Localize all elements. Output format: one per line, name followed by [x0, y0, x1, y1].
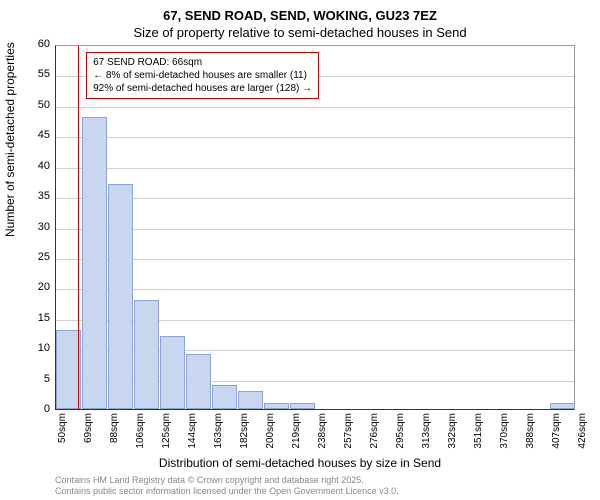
x-tick-label: 219sqm — [291, 413, 302, 453]
histogram-bar — [160, 336, 185, 409]
x-tick-label: 351sqm — [473, 413, 484, 453]
x-axis-label: Distribution of semi-detached houses by … — [0, 456, 600, 470]
x-tick-label: 388sqm — [525, 413, 536, 453]
x-tick-label: 200sqm — [265, 413, 276, 453]
x-tick-label: 182sqm — [239, 413, 250, 453]
y-tick-label: 55 — [20, 68, 50, 80]
y-axis-label: Number of semi-detached properties — [3, 42, 17, 237]
annotation-box: 67 SEND ROAD: 66sqm ← 8% of semi-detache… — [86, 52, 319, 99]
x-tick-label: 332sqm — [447, 413, 458, 453]
x-tick-label: 295sqm — [395, 413, 406, 453]
plot-area: 67 SEND ROAD: 66sqm ← 8% of semi-detache… — [55, 45, 575, 410]
y-tick-label: 0 — [20, 403, 50, 415]
y-tick-label: 50 — [20, 99, 50, 111]
y-tick-label: 60 — [20, 38, 50, 50]
footer-line1: Contains HM Land Registry data © Crown c… — [55, 475, 399, 486]
x-tick-label: 144sqm — [187, 413, 198, 453]
x-tick-label: 370sqm — [499, 413, 510, 453]
x-tick-label: 106sqm — [135, 413, 146, 453]
x-tick-label: 88sqm — [109, 413, 120, 453]
x-tick-label: 426sqm — [577, 413, 588, 453]
histogram-bar — [82, 117, 107, 409]
chart-title-line2: Size of property relative to semi-detach… — [0, 25, 600, 40]
histogram-bar — [550, 403, 575, 409]
y-tick-label: 25 — [20, 251, 50, 263]
x-tick-label: 125sqm — [161, 413, 172, 453]
histogram-bar — [238, 391, 263, 409]
y-tick-label: 45 — [20, 129, 50, 141]
histogram-bar — [186, 354, 211, 409]
footer-credits: Contains HM Land Registry data © Crown c… — [55, 475, 399, 497]
histogram-bar — [212, 385, 237, 409]
y-tick-label: 5 — [20, 373, 50, 385]
chart-title-line1: 67, SEND ROAD, SEND, WOKING, GU23 7EZ — [0, 8, 600, 23]
x-tick-label: 50sqm — [57, 413, 68, 453]
x-tick-label: 238sqm — [317, 413, 328, 453]
x-tick-label: 276sqm — [369, 413, 380, 453]
x-tick-label: 69sqm — [83, 413, 94, 453]
histogram-bar — [264, 403, 289, 409]
histogram-bar — [290, 403, 315, 409]
y-tick-label: 15 — [20, 312, 50, 324]
histogram-bar — [108, 184, 133, 409]
y-tick-label: 30 — [20, 221, 50, 233]
annotation-line1: 67 SEND ROAD: 66sqm — [93, 56, 312, 69]
reference-line — [78, 46, 79, 409]
annotation-line2: ← 8% of semi-detached houses are smaller… — [93, 69, 312, 82]
property-size-chart: 67, SEND ROAD, SEND, WOKING, GU23 7EZ Si… — [0, 0, 600, 500]
y-tick-label: 35 — [20, 190, 50, 202]
x-tick-label: 407sqm — [551, 413, 562, 453]
footer-line2: Contains public sector information licen… — [55, 486, 399, 497]
x-tick-label: 163sqm — [213, 413, 224, 453]
y-tick-label: 10 — [20, 342, 50, 354]
x-tick-label: 257sqm — [343, 413, 354, 453]
x-tick-label: 313sqm — [421, 413, 432, 453]
histogram-bar — [134, 300, 159, 410]
y-tick-label: 40 — [20, 160, 50, 172]
annotation-line3: 92% of semi-detached houses are larger (… — [93, 82, 312, 95]
y-tick-label: 20 — [20, 281, 50, 293]
